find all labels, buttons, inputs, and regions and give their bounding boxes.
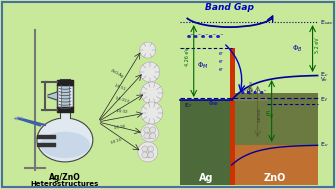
Text: E$_{vac}$: E$_{vac}$ bbox=[320, 18, 333, 26]
Text: ZnO: ZnO bbox=[263, 173, 286, 183]
Circle shape bbox=[140, 62, 160, 82]
Text: 1:0.51: 1:0.51 bbox=[113, 83, 126, 91]
Text: 1:0.02: 1:0.02 bbox=[116, 109, 128, 115]
Circle shape bbox=[148, 152, 154, 158]
Text: Φ$_B$: Φ$_B$ bbox=[292, 43, 303, 54]
Ellipse shape bbox=[40, 132, 90, 158]
Text: 5.2 eV: 5.2 eV bbox=[314, 38, 320, 53]
Circle shape bbox=[144, 133, 150, 139]
Text: e⁻e⁻e⁻e⁻e⁻: e⁻e⁻e⁻e⁻e⁻ bbox=[187, 34, 224, 39]
Text: E$_v$: E$_v$ bbox=[320, 140, 328, 149]
Circle shape bbox=[145, 152, 151, 158]
Text: Heterostructures: Heterostructures bbox=[31, 181, 99, 187]
Text: E$_f$: E$_f$ bbox=[320, 96, 328, 105]
Text: Ag/ZnO: Ag/ZnO bbox=[49, 173, 81, 182]
Circle shape bbox=[138, 142, 158, 162]
Circle shape bbox=[141, 124, 159, 142]
Circle shape bbox=[150, 127, 156, 133]
Text: e⁻: e⁻ bbox=[219, 59, 224, 64]
Text: 1:0.013: 1:0.013 bbox=[114, 96, 130, 104]
Bar bbox=[230, 48, 235, 185]
Text: Φ$_{SB}$: Φ$_{SB}$ bbox=[208, 100, 219, 108]
Text: Φ$_M$: Φ$_M$ bbox=[197, 61, 208, 71]
Circle shape bbox=[150, 133, 156, 139]
Text: 1:0.10: 1:0.10 bbox=[109, 137, 122, 145]
Text: Band Gap: Band Gap bbox=[205, 3, 254, 12]
Text: e⁻: e⁻ bbox=[219, 67, 224, 71]
Text: E$_f$: E$_f$ bbox=[184, 101, 192, 110]
Ellipse shape bbox=[37, 118, 93, 162]
Circle shape bbox=[148, 146, 154, 152]
Circle shape bbox=[144, 127, 150, 133]
Bar bbox=[232, 93, 318, 145]
Text: E$_g$: E$_g$ bbox=[265, 109, 274, 121]
Text: 1:0.04: 1:0.04 bbox=[113, 124, 126, 130]
Bar bbox=[232, 48, 318, 93]
Circle shape bbox=[141, 102, 163, 124]
Circle shape bbox=[140, 42, 156, 58]
Bar bbox=[180, 100, 232, 185]
Circle shape bbox=[147, 133, 153, 139]
Text: E$_c$: E$_c$ bbox=[320, 70, 328, 80]
Text: 2.87eV: 2.87eV bbox=[258, 108, 262, 122]
Text: 2.48eV: 2.48eV bbox=[250, 79, 254, 94]
Text: Ag: Ag bbox=[199, 173, 213, 183]
Bar bbox=[232, 145, 318, 185]
Circle shape bbox=[142, 146, 148, 152]
Text: ZnO:Ag: ZnO:Ag bbox=[110, 69, 124, 79]
Circle shape bbox=[142, 152, 148, 158]
Text: e⁻: e⁻ bbox=[219, 50, 224, 56]
Text: e⁻e⁻e⁻e⁻: e⁻e⁻e⁻e⁻ bbox=[240, 90, 267, 94]
Circle shape bbox=[141, 82, 163, 104]
Text: V$_n$: V$_n$ bbox=[320, 76, 328, 84]
Text: 4.26 eV: 4.26 eV bbox=[185, 48, 190, 66]
